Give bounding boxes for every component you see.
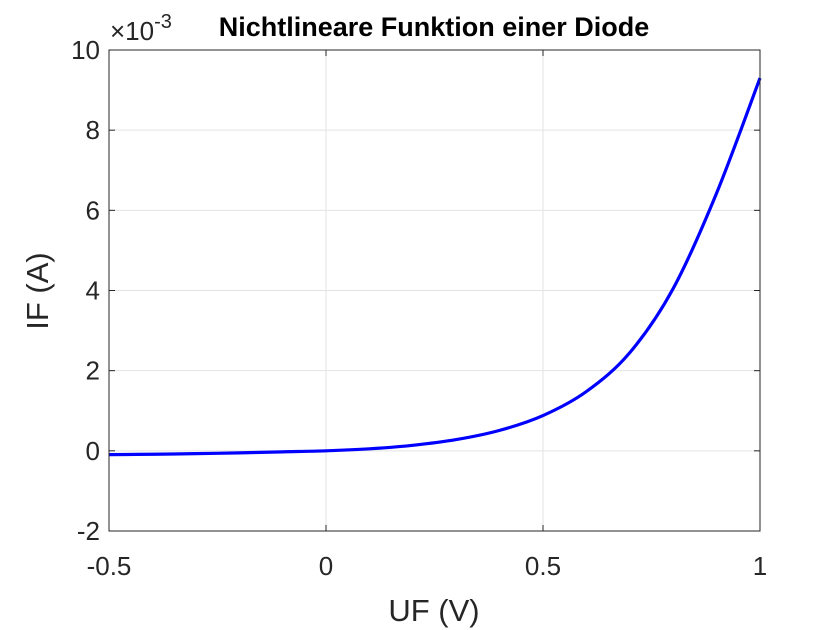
grid [108,49,761,532]
y-tick-label: 0 [86,436,100,466]
y-exponent-base: ×10 [110,16,154,46]
y-tick-label: 4 [86,276,100,306]
y-exponent-power: -3 [154,11,172,33]
x-tick-label: 1 [753,551,767,581]
tick-labels: -0.5 0 0.5 1 -2 0 2 4 6 8 10 [71,35,767,581]
y-tick-label: 6 [86,195,100,225]
series-group [108,77,762,457]
y-tick-label: 2 [86,356,100,386]
x-axis-label: UF (V) [388,593,479,628]
y-exponent-label: ×10-3 [110,11,172,46]
chart-title: Nichtlineare Funktion einer Diode [219,12,650,42]
y-tick-label: 10 [71,35,100,65]
x-tick-label: 0 [319,551,333,581]
y-axis-label: IF (A) [20,252,55,330]
ticks [108,49,761,532]
y-tick-label: 8 [86,115,100,145]
x-tick-label: 0.5 [525,551,561,581]
series-line [108,77,762,457]
y-tick-label: -2 [77,516,100,546]
x-tick-label: -0.5 [87,551,132,581]
